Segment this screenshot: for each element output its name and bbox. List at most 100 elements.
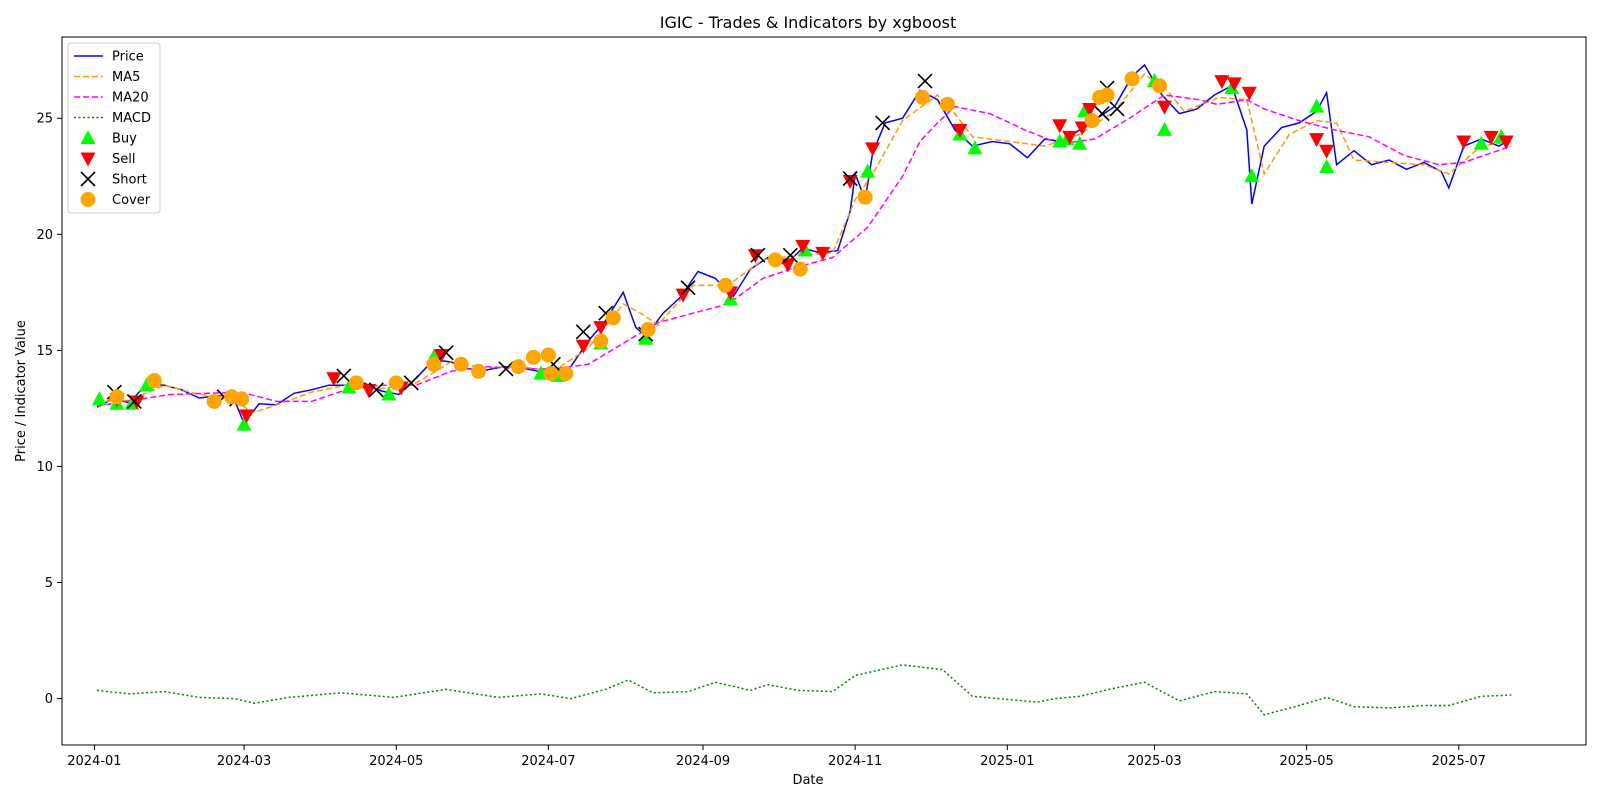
sell-marker bbox=[1214, 75, 1230, 90]
markers-cover bbox=[109, 71, 1167, 409]
legend-swatch bbox=[80, 171, 96, 187]
sell-marker bbox=[129, 395, 145, 410]
buy-marker bbox=[860, 163, 876, 178]
x-axis: 2024-01 2024-03 2024-05 2024-07 2024-09 2024-… bbox=[67, 745, 1486, 769]
cover-marker bbox=[388, 375, 404, 391]
cover-marker bbox=[717, 277, 733, 293]
buy-marker bbox=[236, 416, 252, 431]
x-tick-label: 2025-01 bbox=[980, 754, 1034, 769]
buy-marker bbox=[1244, 168, 1260, 183]
cover-marker bbox=[1099, 87, 1115, 103]
legend-entry: Cover bbox=[112, 193, 151, 208]
cover-marker bbox=[109, 389, 125, 405]
cover-marker bbox=[857, 189, 873, 205]
sell-marker bbox=[593, 321, 609, 336]
sell-marker bbox=[361, 383, 377, 398]
cover-marker bbox=[1124, 71, 1140, 87]
cover-marker bbox=[558, 366, 574, 382]
cover-marker bbox=[206, 393, 222, 409]
cover-marker bbox=[605, 310, 621, 326]
buy-marker bbox=[967, 140, 983, 155]
buy-marker bbox=[797, 242, 813, 257]
legend-entry: Sell bbox=[112, 152, 135, 167]
short-marker bbox=[336, 368, 352, 384]
buy-marker bbox=[638, 330, 654, 345]
markers-buy bbox=[91, 73, 1509, 431]
legend-swatch bbox=[80, 192, 96, 207]
x-tick-label: 2025-03 bbox=[1127, 754, 1181, 769]
sell-marker bbox=[815, 246, 831, 261]
y-axis-label: Price / Indicator Value bbox=[14, 320, 29, 462]
legend-box bbox=[67, 42, 161, 214]
short-marker bbox=[917, 73, 933, 89]
short-marker bbox=[782, 247, 798, 263]
sell-marker bbox=[1052, 119, 1068, 134]
x-tick-label: 2024-05 bbox=[369, 754, 423, 769]
short-marker bbox=[680, 280, 696, 296]
legend: Price MA5 MA20 MACD Buy Sell Short Cover bbox=[67, 42, 161, 214]
cover-marker bbox=[453, 356, 469, 372]
legend-entry: MACD bbox=[112, 111, 151, 126]
cover-marker bbox=[792, 261, 808, 277]
cover-marker bbox=[540, 347, 556, 363]
short-marker bbox=[438, 345, 454, 361]
x-tick-label: 2025-07 bbox=[1432, 754, 1486, 769]
buy-marker bbox=[381, 386, 397, 401]
sell-marker bbox=[1074, 121, 1090, 136]
legend-entry: Price bbox=[112, 50, 144, 65]
short-marker bbox=[842, 171, 858, 187]
x-tick-label: 2024-03 bbox=[217, 754, 271, 769]
cover-marker bbox=[234, 391, 250, 407]
y-axis: 0 5 10 15 20 25 bbox=[36, 112, 62, 707]
sell-marker bbox=[1062, 130, 1078, 145]
cover-marker bbox=[640, 321, 656, 337]
x-tick-label: 2024-07 bbox=[521, 754, 575, 769]
buy-marker bbox=[1319, 158, 1335, 173]
cover-marker bbox=[593, 333, 609, 349]
x-tick-label: 2024-09 bbox=[676, 754, 730, 769]
markers-short bbox=[106, 73, 1125, 410]
chart-title: IGIC - Trades & Indicators by xgboost bbox=[660, 13, 957, 32]
cover-marker bbox=[1151, 78, 1167, 94]
x-tick-label: 2024-01 bbox=[67, 754, 121, 769]
sell-marker bbox=[1226, 77, 1242, 92]
legend-entry: Buy bbox=[112, 132, 137, 147]
short-marker bbox=[368, 382, 384, 398]
sell-marker bbox=[1241, 86, 1257, 101]
sell-marker bbox=[239, 409, 255, 424]
sell-marker bbox=[842, 174, 858, 189]
cover-marker bbox=[767, 252, 783, 268]
buy-marker bbox=[1309, 98, 1325, 113]
series-line-macd bbox=[96, 664, 1512, 716]
short-marker bbox=[498, 361, 514, 377]
buy-marker bbox=[1072, 135, 1088, 150]
sell-marker bbox=[1498, 135, 1514, 150]
y-tick-label: 10 bbox=[36, 460, 53, 475]
sell-marker bbox=[795, 239, 811, 254]
short-marker bbox=[875, 115, 891, 131]
y-tick-label: 20 bbox=[36, 228, 53, 243]
plot-frame bbox=[61, 36, 1587, 746]
buy-marker bbox=[1156, 121, 1172, 136]
sell-marker bbox=[1156, 100, 1172, 115]
y-tick-label: 5 bbox=[45, 576, 53, 591]
cover-marker bbox=[939, 96, 955, 112]
sell-marker bbox=[1082, 102, 1098, 117]
x-tick-label: 2024-11 bbox=[828, 754, 882, 769]
sell-marker bbox=[1319, 144, 1335, 159]
series-line-price bbox=[96, 63, 1512, 426]
cover-marker bbox=[146, 373, 162, 389]
sell-marker bbox=[747, 249, 763, 264]
cover-marker bbox=[1084, 113, 1100, 129]
cover-marker bbox=[510, 359, 526, 375]
sell-marker bbox=[1309, 133, 1325, 148]
short-marker bbox=[126, 393, 142, 410]
short-marker bbox=[575, 324, 591, 340]
series-line-ma20 bbox=[96, 94, 1512, 407]
cover-marker bbox=[915, 89, 931, 105]
plot-area bbox=[91, 63, 1514, 716]
buy-marker bbox=[1224, 80, 1240, 95]
y-tick-label: 25 bbox=[36, 112, 53, 127]
buy-marker bbox=[1473, 135, 1489, 150]
